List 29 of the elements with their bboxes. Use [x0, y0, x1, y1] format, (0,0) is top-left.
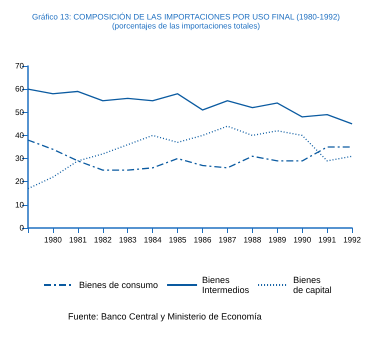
y-tick-label: 40: [15, 130, 25, 140]
legend-label: Bienes de consumo: [79, 280, 158, 290]
x-tick-label: 1981: [68, 236, 88, 244]
line-series: [27, 88, 353, 125]
y-tick-label: 10: [15, 200, 25, 210]
chart-subtitle: (porcentajes de las importaciones totales): [112, 22, 260, 30]
x-tick-label: 1986: [194, 236, 212, 244]
x-tick-label: 1982: [94, 236, 112, 244]
legend-label: Bienes Intermedios: [202, 275, 250, 295]
y-tick-label: 50: [15, 108, 25, 117]
y-tick-label: 30: [15, 154, 25, 164]
x-tick-label: 1985: [168, 236, 188, 244]
y-tick-label: 0: [20, 224, 25, 232]
chart-title: Gráfico 13: COMPOSICIÓN DE LAS IMPORTACIONES POR USO FINAL (1980-1992): [32, 12, 340, 22]
line-series: [27, 126, 353, 190]
y-tick-label: 20: [15, 177, 25, 186]
x-tick-label: 1983: [118, 236, 138, 244]
y-tick-label: 70: [15, 62, 25, 70]
x-tick-label: 1984: [144, 236, 162, 244]
x-tick-label: 1989: [268, 236, 287, 244]
x-tick-label: 1980: [44, 236, 62, 244]
x-tick-label: 1992: [343, 236, 362, 244]
y-tick-label: 60: [15, 84, 25, 94]
x-tick-label: 1991: [318, 236, 337, 244]
x-tick-label: 1987: [218, 236, 237, 244]
x-tick-label: 1988: [243, 236, 262, 244]
x-tick-label: 1990: [293, 236, 312, 244]
source-note: Fuente: Banco Central y Ministerio de Economía: [68, 312, 262, 322]
legend-label: Bienes de capital: [293, 275, 332, 295]
